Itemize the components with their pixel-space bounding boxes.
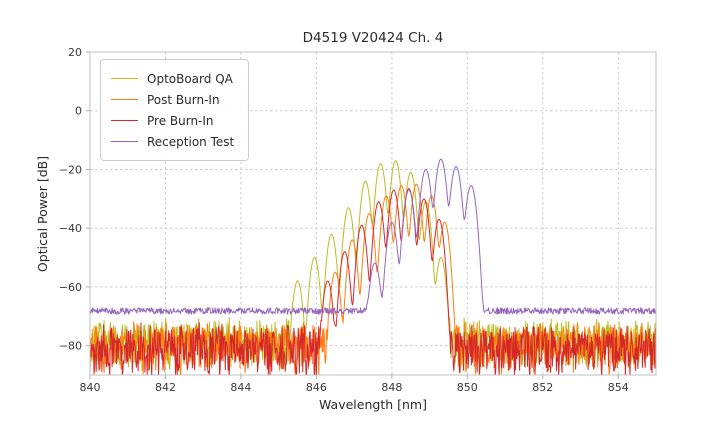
legend-item-optoboard-qa: OptoBoard QA [111, 68, 234, 89]
x-tick-label: 854 [608, 381, 629, 394]
y-tick-label: 20 [68, 46, 82, 59]
x-tick-label: 840 [80, 381, 101, 394]
legend-line-swatch [111, 120, 138, 121]
chart-title: D4519 V20424 Ch. 4 [303, 30, 444, 46]
x-axis-label: Wavelength [nm] [319, 397, 427, 412]
plot-border [89, 51, 657, 376]
y-tick-label: −40 [59, 222, 82, 235]
legend-line-swatch [111, 141, 138, 142]
legend-line-swatch [111, 99, 138, 100]
legend-line-swatch [111, 78, 138, 79]
tick-layer: 840 842 844 846 848 850 852 854 20 0 −20 −40 −60 −80 [59, 46, 629, 394]
x-tick-label: 852 [532, 381, 553, 394]
legend-item-reception-test: Reception Test [111, 131, 234, 152]
x-tick-label: 844 [230, 381, 251, 394]
legend-label: Post Burn-In [147, 92, 220, 107]
series-line-reception-test [90, 158, 656, 315]
legend-item-post-burn-in: Post Burn-In [111, 89, 234, 110]
x-tick-label: 842 [155, 381, 176, 394]
x-tick-label: 848 [381, 381, 402, 394]
y-tick-label: 0 [75, 105, 82, 118]
x-tick-label: 850 [457, 381, 478, 394]
legend-label: Reception Test [147, 134, 235, 149]
legend-item-pre-burn-in: Pre Burn-In [111, 110, 234, 131]
y-axis-label: Optical Power [dB] [35, 156, 50, 272]
x-tick-label: 846 [306, 381, 327, 394]
legend-label: Pre Burn-In [147, 113, 214, 128]
series-layer [90, 158, 656, 375]
y-tick-label: −80 [59, 340, 82, 353]
y-tick-label: −20 [59, 164, 82, 177]
legend-label: OptoBoard QA [147, 71, 233, 86]
legend: OptoBoard QA Post Burn-In Pre Burn-In Recep… [100, 59, 250, 161]
series-line-pre-burn-in [90, 188, 656, 375]
y-tick-label: −60 [59, 281, 82, 294]
